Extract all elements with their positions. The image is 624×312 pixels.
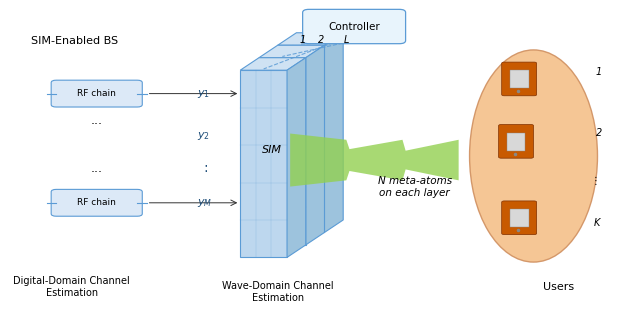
Text: $\vdots$: $\vdots$ <box>590 174 597 188</box>
Text: RF chain: RF chain <box>77 198 116 207</box>
FancyBboxPatch shape <box>51 189 142 216</box>
FancyBboxPatch shape <box>510 70 529 88</box>
Text: K: K <box>594 218 600 228</box>
Text: Controller: Controller <box>328 22 380 32</box>
Text: ...: ... <box>90 114 103 127</box>
FancyBboxPatch shape <box>278 45 324 232</box>
Text: Users: Users <box>543 282 574 292</box>
Polygon shape <box>290 134 459 187</box>
FancyBboxPatch shape <box>51 80 142 107</box>
Text: 2: 2 <box>318 35 324 45</box>
Text: SIM: SIM <box>261 145 281 155</box>
Text: $\mathit{y}_2$: $\mathit{y}_2$ <box>197 130 210 142</box>
Polygon shape <box>306 45 324 245</box>
Text: $\mathit{y}_M$: $\mathit{y}_M$ <box>197 197 212 209</box>
Polygon shape <box>324 33 343 232</box>
FancyBboxPatch shape <box>510 209 529 227</box>
Polygon shape <box>259 45 324 58</box>
Text: SIM-Enabled BS: SIM-Enabled BS <box>31 36 119 46</box>
Polygon shape <box>240 58 306 70</box>
Text: RF chain: RF chain <box>77 89 116 98</box>
FancyBboxPatch shape <box>240 70 287 257</box>
FancyBboxPatch shape <box>507 133 525 151</box>
Text: L: L <box>344 35 349 45</box>
Polygon shape <box>278 33 343 45</box>
Text: 2: 2 <box>596 128 602 138</box>
FancyBboxPatch shape <box>303 9 406 44</box>
FancyBboxPatch shape <box>502 201 537 235</box>
Text: ...: ... <box>90 162 103 175</box>
FancyBboxPatch shape <box>502 62 537 96</box>
Text: $\mathit{y}_1$: $\mathit{y}_1$ <box>197 88 210 100</box>
Text: N meta-atoms
on each layer: N meta-atoms on each layer <box>378 176 452 198</box>
Text: 1: 1 <box>596 67 602 77</box>
Text: Wave-Domain Channel
Estimation: Wave-Domain Channel Estimation <box>222 281 333 303</box>
FancyBboxPatch shape <box>499 124 534 158</box>
Polygon shape <box>287 58 306 257</box>
Ellipse shape <box>469 50 598 262</box>
Text: Digital-Domain Channel
Estimation: Digital-Domain Channel Estimation <box>13 276 130 298</box>
Text: :: : <box>203 162 208 175</box>
FancyBboxPatch shape <box>259 58 306 245</box>
Text: 1: 1 <box>300 35 306 45</box>
